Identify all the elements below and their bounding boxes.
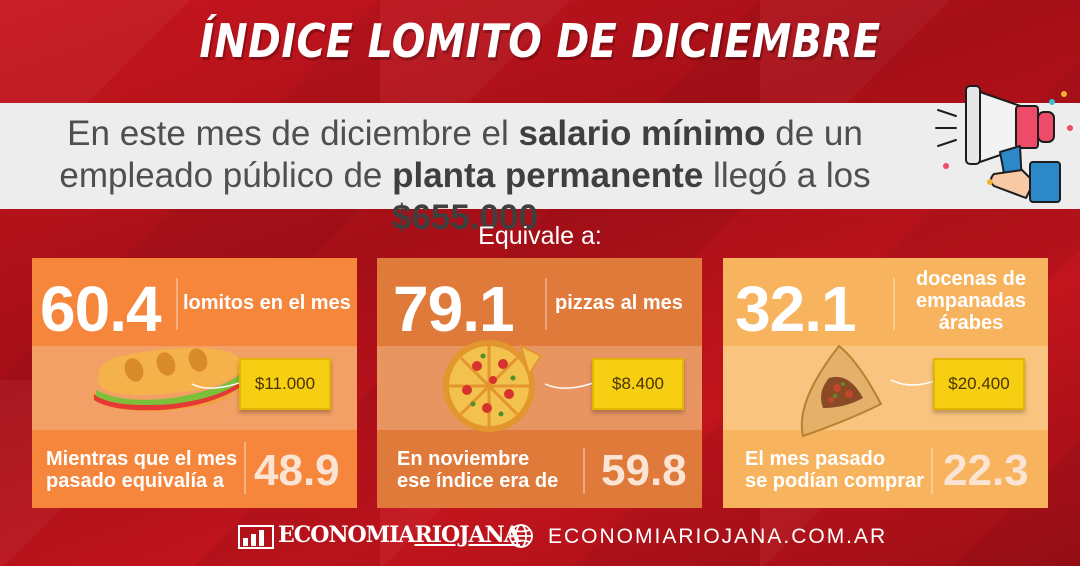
divider (244, 442, 246, 494)
card-top (32, 258, 357, 346)
card-top (377, 258, 702, 346)
divider (176, 278, 178, 330)
footer-url: ECONOMIARIOJANA.COM.AR (548, 525, 888, 548)
intro-bold-planta: planta permanente (392, 156, 704, 195)
card-unit-line3: árabes (938, 312, 1004, 334)
prev-value: 22.3 (943, 446, 1029, 495)
prev-label: El mes pasado se podían comprar (745, 448, 924, 492)
card-value: 32.1 (735, 273, 857, 345)
prev-label-line1: Mientras que el mes (46, 448, 238, 470)
card-lomitos: 60.4 lomitos en el mes $11.000 Mientras … (32, 258, 357, 508)
page-title: ÍNDICE LOMITO DE DICIEMBRE (199, 14, 881, 68)
card-unit-line1: docenas de (915, 268, 1027, 290)
footer-logo: ECONOMIARIOJANA (278, 522, 521, 552)
card-pizzas: 79.1 pizzas al mes $8.400 En noviembre e… (377, 258, 702, 508)
megaphone-icon (935, 85, 1073, 203)
card-empanadas: 32.1 docenas de empanadas árabes $20.400… (723, 258, 1048, 508)
card-unit-line2: empanadas (915, 290, 1027, 312)
prev-label: En noviembre ese índice era de (397, 448, 558, 492)
card-unit: docenas de empanadas árabes (901, 268, 1041, 334)
divider (545, 278, 547, 330)
price-tag: $20.400 (933, 358, 1025, 410)
card-bottom (723, 430, 1048, 508)
price-tag-string-icon (890, 379, 938, 386)
divider (583, 448, 585, 494)
pizza-icon (443, 340, 543, 432)
card-bottom (32, 430, 357, 508)
price-tag: $8.400 (592, 358, 684, 410)
intro-amount: $655.000 (392, 198, 538, 237)
intro-bold-salary: salario mínimo (518, 114, 766, 153)
divider (931, 448, 933, 494)
prev-label-line2: se podían comprar (745, 470, 924, 492)
prev-label-line2: pasado equivalía a (46, 470, 224, 492)
intro-band (0, 103, 1080, 209)
prev-label: Mientras que el mes pasado equivalía a (46, 448, 237, 492)
globe-icon (509, 524, 533, 548)
prev-label-line1: En noviembre (397, 448, 530, 470)
intro-part3: llegó a los (703, 156, 871, 195)
lomito-sandwich-icon (92, 348, 244, 412)
prev-label-line2: ese índice era de (397, 470, 559, 492)
footer-logo-word1: ECONOMIA (278, 522, 415, 548)
prev-value: 59.8 (601, 446, 687, 495)
card-unit: pizzas al mes (555, 292, 683, 314)
price-tag: $11.000 (239, 358, 331, 410)
intro-text: En este mes de diciembre el salario míni… (0, 113, 930, 239)
card-unit: lomitos en el mes (183, 292, 351, 314)
newspaper-logo-icon (238, 525, 274, 549)
empanada-icon (800, 344, 883, 438)
card-bottom (377, 430, 702, 508)
footer-logo-word2: RIOJANA (414, 522, 520, 548)
intro-part2: de un empleado público de (59, 114, 863, 195)
card-value: 79.1 (393, 273, 515, 345)
card-top (723, 258, 1048, 346)
prev-label-line1: El mes pasado (745, 448, 886, 470)
prev-value: 48.9 (254, 446, 340, 495)
card-value: 60.4 (40, 273, 162, 345)
intro-part1: En este mes de diciembre el (67, 114, 519, 153)
divider (893, 278, 895, 330)
equivale-label: Equivale a: (478, 222, 602, 250)
